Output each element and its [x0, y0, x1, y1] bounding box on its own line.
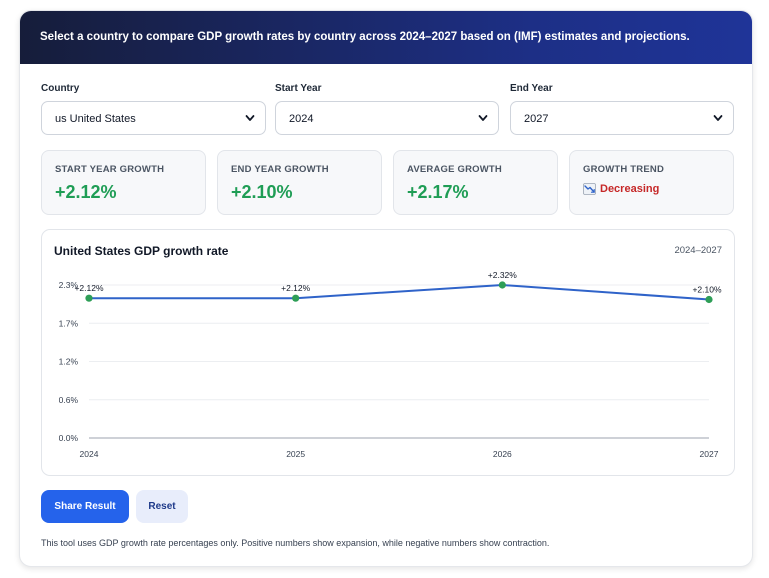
country-select-value: us United States [55, 113, 136, 125]
data-point [705, 295, 713, 304]
gdp-growth-line-chart: 0.0% 0.6% 1.2% 1.7% 2.3% 2024 2025 2026 2027 +2.1… [59, 270, 722, 459]
end-year-label: End Year [510, 83, 553, 94]
start-year-growth-card: START YEAR GROWTH +2.12% [41, 150, 206, 215]
calculator-card: Select a country to compare GDP growth r… [19, 10, 753, 567]
start-year-label: Start Year [275, 83, 322, 94]
country-label: Country [41, 83, 80, 94]
chevron-down-icon [478, 115, 488, 121]
series-line [89, 284, 710, 301]
x-tick-label: 2025 [286, 449, 305, 459]
chart-panel: United States GDP growth rate 2024–2027 … [41, 229, 735, 476]
footnote: This tool uses GDP growth rate percentag… [41, 538, 550, 548]
x-tick-label: 2024 [80, 449, 99, 459]
start-year-growth-label: START YEAR GROWTH [55, 164, 165, 175]
chart-range: 2024–2027 [674, 245, 722, 256]
average-growth-card: AVERAGE GROWTH +2.17% [393, 150, 558, 215]
data-point [292, 294, 300, 302]
end-year-select-value: 2027 [524, 113, 549, 125]
growth-trend-label: GROWTH TREND [583, 164, 665, 175]
growth-trend-value: Decreasing [600, 183, 660, 195]
y-tick-label: 0.0% [59, 433, 79, 443]
start-year-select-value: 2024 [289, 113, 314, 125]
average-growth-value: +2.17% [407, 182, 469, 202]
chart-decreasing-icon [583, 183, 596, 195]
data-label: +2.10% [692, 285, 722, 295]
x-tick-label: 2026 [493, 449, 512, 459]
share-result-button[interactable]: Share Result [41, 490, 129, 523]
data-label: +2.12% [281, 283, 311, 293]
data-label: +2.12% [74, 283, 104, 293]
end-year-growth-card: END YEAR GROWTH +2.10% [217, 150, 382, 215]
y-tick-label: 0.6% [59, 395, 79, 405]
banner-text: Select a country to compare GDP growth r… [40, 31, 690, 43]
x-tick-label: 2027 [700, 449, 719, 459]
chart-title: United States GDP growth rate [54, 244, 229, 258]
growth-trend-card: GROWTH TREND Decreasing [569, 150, 734, 215]
data-label: +2.32% [488, 270, 518, 280]
data-point [85, 294, 93, 302]
end-year-growth-value: +2.10% [231, 182, 293, 202]
growth-trend-value-row: Decreasing [583, 183, 659, 195]
average-growth-label: AVERAGE GROWTH [407, 164, 502, 175]
chevron-down-icon [245, 115, 255, 121]
country-select[interactable]: us United States [41, 101, 266, 135]
y-tick-label: 2.3% [59, 280, 79, 290]
banner: Select a country to compare GDP growth r… [20, 11, 752, 64]
start-year-growth-value: +2.12% [55, 182, 117, 202]
y-tick-label: 1.2% [59, 357, 79, 367]
y-tick-label: 1.7% [59, 318, 79, 328]
start-year-select[interactable]: 2024 [275, 101, 499, 135]
end-year-select[interactable]: 2027 [510, 101, 734, 135]
chevron-down-icon [713, 115, 723, 121]
reset-button[interactable]: Reset [136, 490, 188, 523]
data-point [498, 281, 506, 289]
end-year-growth-label: END YEAR GROWTH [231, 164, 329, 175]
